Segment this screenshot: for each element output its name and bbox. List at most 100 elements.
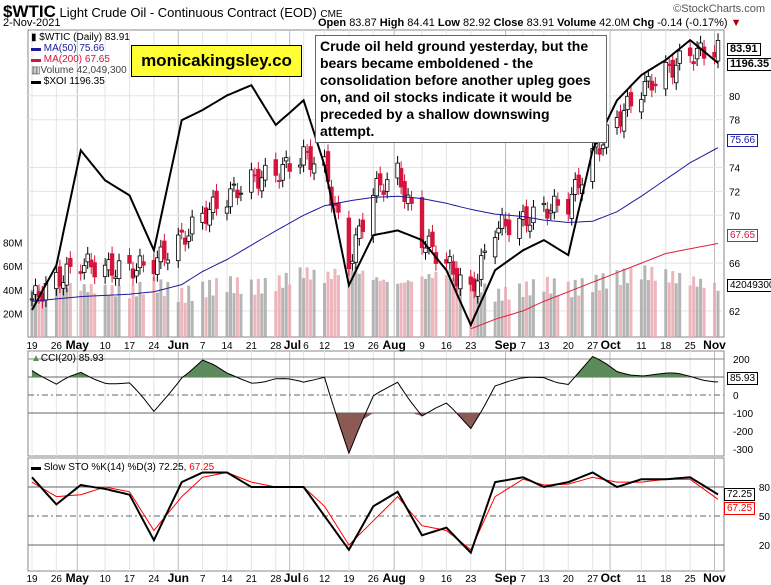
candle-body [238,192,244,195]
volume-bar [33,288,37,337]
volume-bar [507,299,511,337]
candle-body [29,298,35,301]
candle-body [224,206,230,214]
volume-bar [500,300,504,337]
volume-bar [260,293,264,337]
candle-body [378,173,383,186]
candle-body [304,150,310,153]
open-value: 83.87 [349,17,377,29]
x-tick-label: 7 [200,574,206,585]
x-tick-label: 28 [270,574,282,585]
x-tick-label: 20 [563,574,575,585]
exchange: CME [320,9,343,20]
volume-bar [542,291,546,337]
candle-body [520,211,526,220]
volume-bar [570,297,574,337]
candle-body [642,81,648,96]
candle-body [402,181,407,202]
close-label: Close [493,17,524,29]
volume-bar [93,293,97,337]
candle-body [336,202,341,213]
volume-bar [326,271,330,337]
price-tick-label: 70 [729,211,741,222]
x-tick-label: 6 [303,574,309,585]
volume-bar [138,281,142,337]
volume-bar [678,272,682,337]
candle-body [423,247,428,253]
sto-legend-d: 67.25 [189,462,215,473]
cci-tick-label: 200 [733,355,750,366]
volume-bar [469,275,473,337]
volume-bar [451,278,455,337]
candle-body [252,174,258,177]
volume-bar [580,278,584,337]
volume-bar [427,274,431,337]
low-label: Low [437,17,460,29]
volume-bar [615,270,619,337]
volume-bar [61,282,65,337]
candle-body [451,261,456,275]
legend-ma200: ▬ MA(200) 67.65 [31,54,110,65]
candle-body [374,178,379,197]
candle-body [284,157,289,162]
volume-bar [58,286,62,337]
chart-title: $WTIC Light Crude Oil - Continuous Contr… [3,2,343,22]
x-tick-label: 25 [685,341,697,352]
volume-bar [577,295,581,337]
volume-bar [479,292,483,337]
volume-bar [114,296,118,337]
x-tick-label: 23 [465,574,477,585]
x-tick-label: 16 [441,574,453,585]
volume-bar [312,269,316,337]
candle-body [186,235,191,242]
candle-body [569,193,574,219]
candle-body [162,240,167,260]
volume-bar [107,295,111,337]
volume-bar [625,283,629,337]
volume-bar [674,283,678,337]
volume-bar [378,280,382,337]
xoi-tag: 1196.35 [727,58,771,71]
volume-bar [298,267,302,337]
volume-bar [639,279,643,337]
x-tick-label: 10 [100,341,112,352]
volume-bar [716,290,720,337]
candle-body [287,163,292,172]
volume-bar [333,268,337,337]
candle-body [346,217,352,270]
candle-body [158,246,164,263]
cci-legend-text: CCI(20) 85.93 [40,353,104,364]
candle-body [492,237,498,258]
volume-bar [166,282,170,337]
volume-bar [650,266,654,337]
volume-bar [249,279,253,337]
x-tick-label: 24 [148,574,160,585]
volume-bar [159,279,163,337]
x-tick-label: 7 [520,341,526,352]
volume-bar [44,287,48,337]
candle-body [280,164,285,181]
candle-body [430,231,435,247]
candle-body [573,179,578,195]
cci-positive-area [32,356,718,377]
candle-body [137,255,143,269]
x-tick-label: 26 [368,341,380,352]
candle-body [555,199,561,206]
volume-bar [336,275,340,337]
volume-bar [399,282,403,337]
legend-xoi: ▬ $XOI 1196.35 [31,76,105,87]
candle-body [524,206,529,226]
candle-body [517,217,522,239]
candle-body [134,270,139,277]
candle-body [113,276,118,279]
candle-body [371,194,376,237]
volume-tick-label: 60M [3,262,22,273]
candle-body [405,194,411,204]
legend-volume: ▥Volume 42,049,300 [31,65,127,76]
candle-body [691,61,696,65]
cci-legend: ▲CCI(20) 85.93 [31,353,104,364]
volume-bar [406,280,410,337]
cci-tick-label: -300 [733,445,753,456]
candle-body [273,159,278,176]
candle-body [381,190,386,195]
